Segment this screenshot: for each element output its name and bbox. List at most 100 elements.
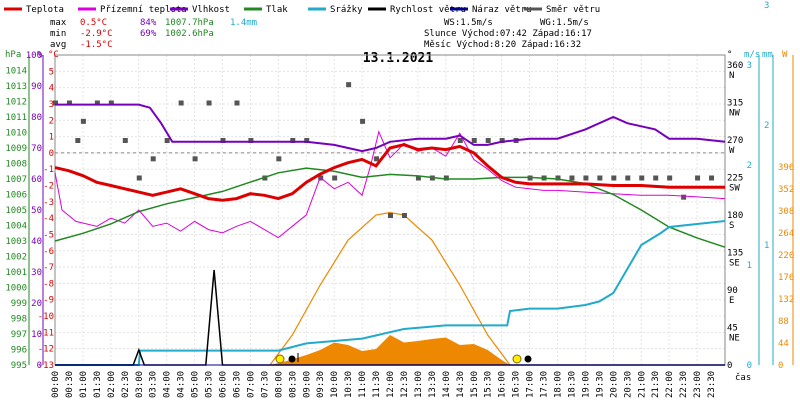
tick-hpa-1009: 1009	[5, 144, 27, 154]
tick-x-29: 14:30	[456, 371, 466, 398]
stat-min-press: 1002.6hPa	[165, 29, 214, 39]
wind-dir-point-38	[569, 175, 575, 181]
info-ws: WS:1.5m/s	[444, 18, 493, 28]
tick-x-6: 03:00	[135, 371, 145, 398]
humidity-line	[55, 103, 726, 153]
tick-temp-16: 3	[49, 100, 54, 110]
tick-w-0: 0	[778, 361, 783, 371]
tick-w-176: 176	[778, 273, 794, 283]
tick-dir-360: 360	[727, 61, 743, 71]
tick-x-21: 10:30	[344, 371, 354, 398]
axis-label-dir: °	[727, 50, 732, 60]
tick-x-40: 20:00	[609, 371, 619, 398]
axis-label-pct: %	[37, 50, 43, 60]
tick-x-42: 21:00	[637, 371, 647, 398]
tick-x-23: 11:30	[372, 371, 382, 398]
tick-x-11: 05:30	[205, 371, 215, 398]
wind-dir-point-39	[583, 175, 589, 181]
stat-min-label: min	[50, 29, 66, 39]
tick-x-45: 22:30	[679, 371, 689, 398]
plot-area	[53, 82, 726, 366]
axes: 9959969979989991000100110021003100410051…	[5, 1, 794, 398]
info-moon: Měsíc Východ:8:20 Západ:16:32	[424, 40, 581, 50]
tick-temp-2: -11	[38, 328, 54, 338]
stats-block: max 0.5°C 84% 1007.7hPa 1.4mm min -2.9°C…	[50, 18, 592, 50]
tick-dir-0: 0	[727, 361, 732, 371]
info-sun: Slunce Východ:07:42 Západ:16:17	[424, 29, 592, 39]
tick-mm-3: 3	[764, 1, 769, 11]
stat-avg-temp: -1.5°C	[80, 40, 113, 50]
tick-pct-90: 90	[31, 82, 42, 92]
wind-dir-point-10	[178, 100, 184, 106]
tick-pct-70: 70	[31, 144, 42, 154]
tick-hpa-1012: 1012	[5, 98, 27, 108]
wind-dir-point-30	[457, 138, 463, 143]
wind-dir-point-23	[360, 118, 366, 124]
tick-dir-name-360: N	[729, 71, 734, 81]
tick-x-30: 15:00	[470, 371, 480, 398]
markers	[275, 353, 532, 364]
tick-x-28: 14:00	[442, 371, 452, 398]
wind-dir-point-27	[415, 175, 421, 181]
tick-temp-18: 5	[49, 67, 54, 77]
wind-dir-point-45	[667, 175, 673, 181]
tick-x-22: 11:00	[358, 371, 368, 398]
stat-max-temp: 0.5°C	[80, 18, 107, 28]
tick-x-12: 06:00	[219, 371, 229, 398]
tick-x-35: 17:30	[540, 371, 550, 398]
tick-x-36: 18:00	[554, 371, 564, 398]
grid	[54, 54, 726, 366]
tick-x-0: 00:00	[51, 371, 61, 398]
stat-min-hum: 69%	[140, 29, 157, 39]
tick-x-39: 19:30	[595, 371, 605, 398]
pressure-line	[54, 167, 726, 248]
wind-dir-point-47	[695, 175, 701, 181]
tick-x-32: 16:00	[498, 371, 508, 398]
axis-label-ms: m/s	[744, 50, 760, 60]
axis-label-hpa: hPa	[5, 50, 21, 60]
tick-hpa-1010: 1010	[5, 129, 27, 139]
stat-min-temp: -2.9°C	[80, 29, 113, 39]
tick-dir-name-90: E	[729, 296, 734, 306]
tick-pct-10: 10	[31, 330, 42, 340]
tick-dir-name-180: S	[729, 221, 734, 231]
tick-temp-0: -13	[38, 361, 54, 371]
tick-temp-1: -12	[38, 345, 54, 355]
tick-hpa-1005: 1005	[5, 206, 27, 216]
moonset-icon	[524, 355, 532, 363]
tick-ms-0: 0	[747, 361, 752, 371]
tick-hpa-996: 996	[11, 346, 27, 356]
tick-x-44: 22:00	[665, 371, 675, 398]
tick-x-4: 02:00	[107, 371, 117, 398]
tick-w-308: 308	[778, 207, 794, 217]
wind-dir-point-19	[304, 138, 310, 143]
tick-x-20: 10:00	[330, 371, 340, 398]
tick-hpa-1008: 1008	[5, 160, 27, 170]
tick-x-17: 08:30	[288, 371, 298, 398]
tick-x-3: 01:30	[93, 371, 103, 398]
tick-mm-2: 2	[764, 121, 769, 131]
wind-dir-point-41	[611, 175, 617, 181]
tick-w-44: 44	[778, 339, 789, 349]
solar-area	[270, 335, 510, 365]
wind-dir-point-33	[499, 138, 505, 143]
wind-dir-point-48	[709, 175, 715, 181]
tick-x-15: 07:30	[260, 371, 270, 398]
wind-dir-point-11	[192, 156, 198, 162]
wind-dir-point-12	[206, 100, 212, 106]
wind-dir-point-9	[164, 138, 170, 143]
tick-dir-name-270: W	[729, 146, 735, 156]
tick-hpa-999: 999	[11, 299, 27, 309]
sunset-icon	[512, 354, 522, 364]
wind-dir-point-25	[388, 213, 393, 218]
wind-dir-point-24	[374, 156, 380, 162]
tick-x-27: 13:30	[428, 371, 438, 398]
tick-ms-2: 2	[747, 161, 752, 171]
legend-label-1: Přízemní teplota	[100, 5, 187, 15]
wind-dir-point-22	[346, 82, 352, 88]
wind-dir-point-1	[66, 100, 72, 106]
info-wg: WG:1.5m/s	[540, 18, 589, 28]
tick-pct-80: 80	[31, 113, 42, 123]
rain-line	[55, 220, 726, 366]
tick-dir-name-225: SW	[729, 184, 740, 194]
